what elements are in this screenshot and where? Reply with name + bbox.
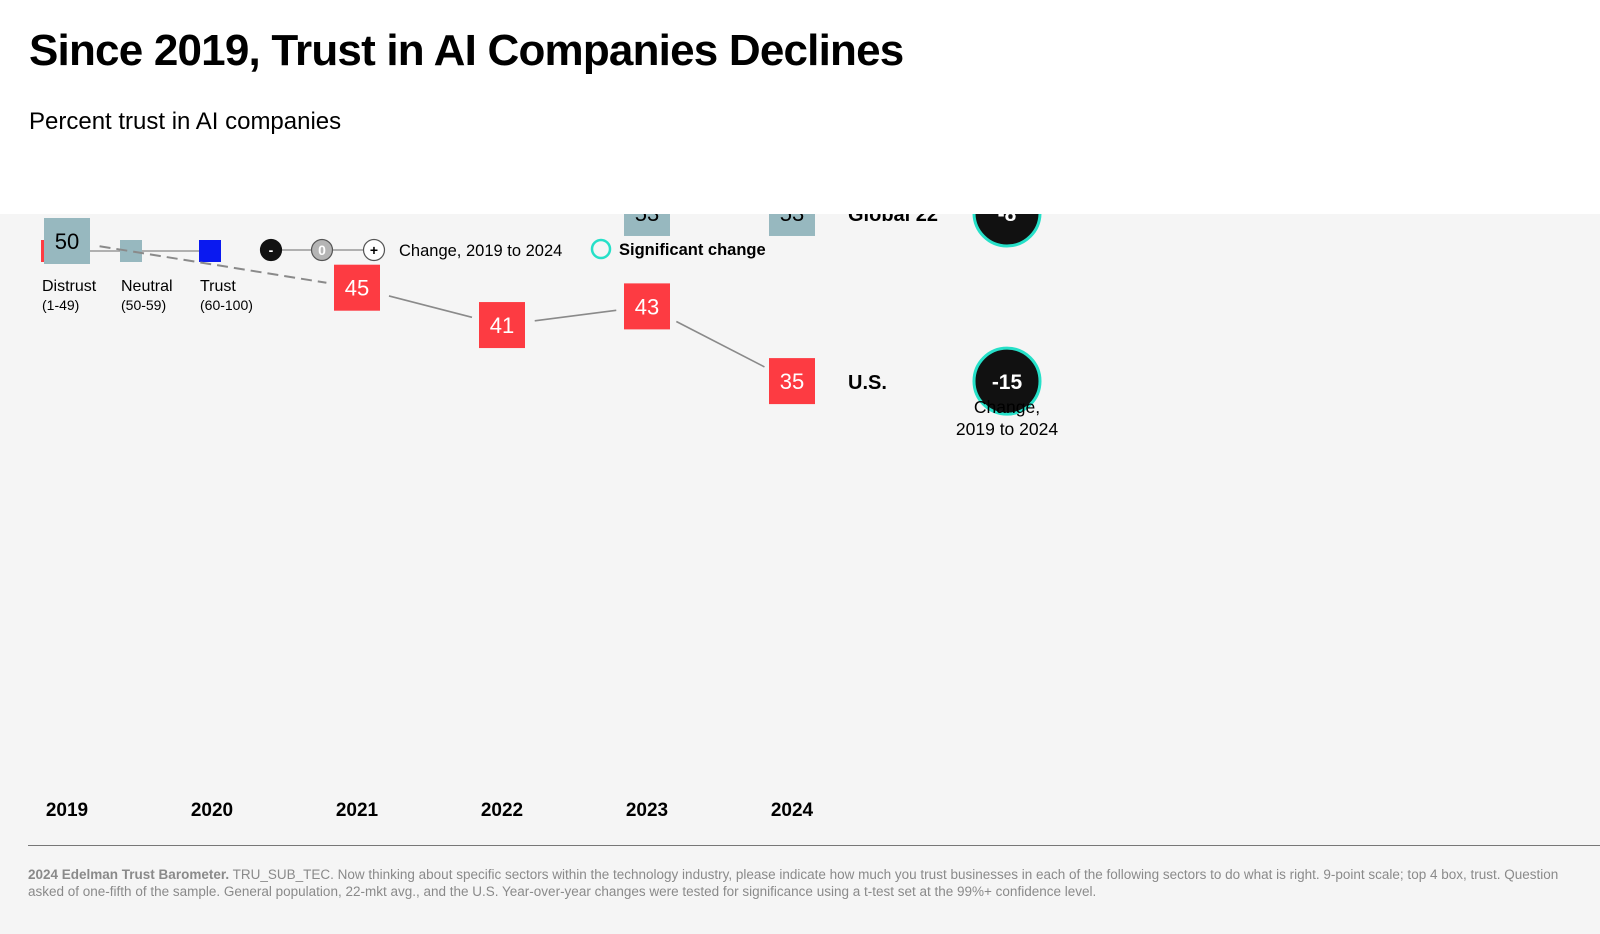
series-name-1: U.S.: [848, 372, 887, 394]
data-point-series-1-2024: [769, 358, 815, 405]
data-label-series-1-2023: 43: [635, 294, 659, 319]
change-value-series-0: -8: [998, 214, 1017, 226]
data-label-series-1-2021: 45: [345, 276, 369, 301]
change-badge-series-1: [972, 346, 1042, 416]
legend-range-neutral: (50-59): [121, 297, 166, 313]
trust-chart: Distrust (1-49) Neutral (50-59) Trust (60-100…: [41, 214, 1058, 821]
footnote-text: TRU_SUB_TEC. Now thinking about specific…: [28, 867, 1559, 899]
series-1-segment-3: [675, 320, 765, 368]
data-point-series-1-2023: [624, 283, 670, 330]
data-label-series-0-2024: 53: [780, 214, 804, 226]
data-point-series-1-2019: [44, 218, 90, 264]
change-legend-plus-icon: [362, 238, 386, 262]
legend-swatch-trust: [199, 240, 221, 262]
data-label-series-1-2024: 35: [780, 369, 804, 394]
significant-change-icon: [590, 238, 612, 260]
footer-divider: [28, 845, 1600, 846]
change-legend-minus-icon: [259, 238, 283, 262]
chart-panel: Distrust (1-49) Neutral (50-59) Trust (60-100…: [0, 214, 1600, 934]
x-tick-2022: 2022: [481, 800, 523, 821]
series-name-0: Global 22: [848, 214, 938, 226]
chart-subtitle: Percent trust in AI companies: [29, 108, 342, 135]
x-tick-2023: 2023: [626, 800, 668, 821]
data-label-series-1-2019: 50: [55, 229, 79, 254]
x-tick-2021: 2021: [336, 800, 379, 821]
legend-range-trust: (60-100): [200, 297, 253, 313]
data-label-series-1-2022: 41: [490, 313, 514, 338]
change-legend-label: Change, 2019 to 2024: [399, 242, 562, 260]
change-header-line-2: 2019 to 2024: [956, 419, 1058, 439]
x-tick-2020: 2020: [191, 800, 233, 821]
legend-swatch-neutral: [120, 240, 142, 262]
change-legend-zero-text: 0: [318, 242, 326, 258]
change-value-series-1: -15: [992, 371, 1023, 394]
data-point-series-0-2024: [769, 214, 815, 236]
change-legend-plus-text: +: [370, 242, 378, 258]
data-label-series-0-2023: 53: [635, 214, 659, 226]
series-1-segment-2: [534, 309, 617, 322]
change-badge-series-0: [972, 214, 1042, 248]
legend-label-trust: Trust: [200, 278, 236, 295]
x-tick-2019: 2019: [46, 800, 88, 821]
legend-label-distrust: Distrust: [42, 278, 97, 295]
change-legend-zero-icon: [310, 238, 334, 262]
data-point-series-0-2023: [624, 214, 670, 236]
series-1-segment-1: [388, 295, 473, 319]
data-point-series-1-2022: [479, 302, 525, 349]
chart-title: Since 2019, Trust in AI Companies Declin…: [29, 26, 904, 75]
change-header-line-1: Change,: [974, 397, 1040, 417]
data-point-series-1-2021: [334, 264, 380, 311]
x-tick-2024: 2024: [771, 800, 814, 821]
legend-range-distrust: (1-49): [42, 297, 79, 313]
footnote-source: 2024 Edelman Trust Barometer.: [28, 867, 230, 882]
series-1-segment-0: [99, 245, 327, 284]
significant-change-label: Significant change: [619, 241, 766, 259]
footnote: 2024 Edelman Trust Barometer. TRU_SUB_TE…: [28, 866, 1568, 900]
change-legend-minus-text: -: [269, 242, 274, 258]
legend-label-neutral: Neutral: [121, 278, 173, 295]
